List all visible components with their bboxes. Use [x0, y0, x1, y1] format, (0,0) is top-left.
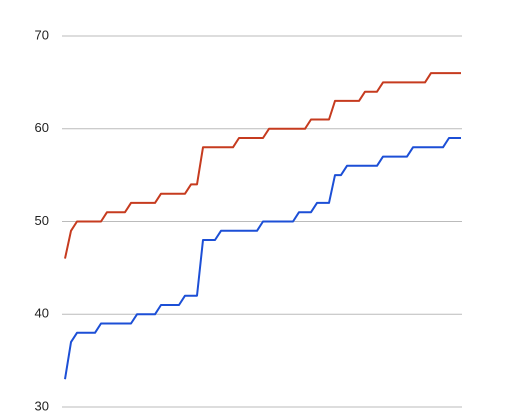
y-tick-label: 40 [35, 306, 49, 321]
y-tick-label: 50 [35, 213, 49, 228]
y-tick-label: 60 [35, 120, 49, 135]
line-series [64, 137, 461, 380]
y-tick-label: 30 [35, 398, 49, 413]
y-tick-label: 70 [35, 27, 49, 42]
line-series [64, 72, 461, 259]
